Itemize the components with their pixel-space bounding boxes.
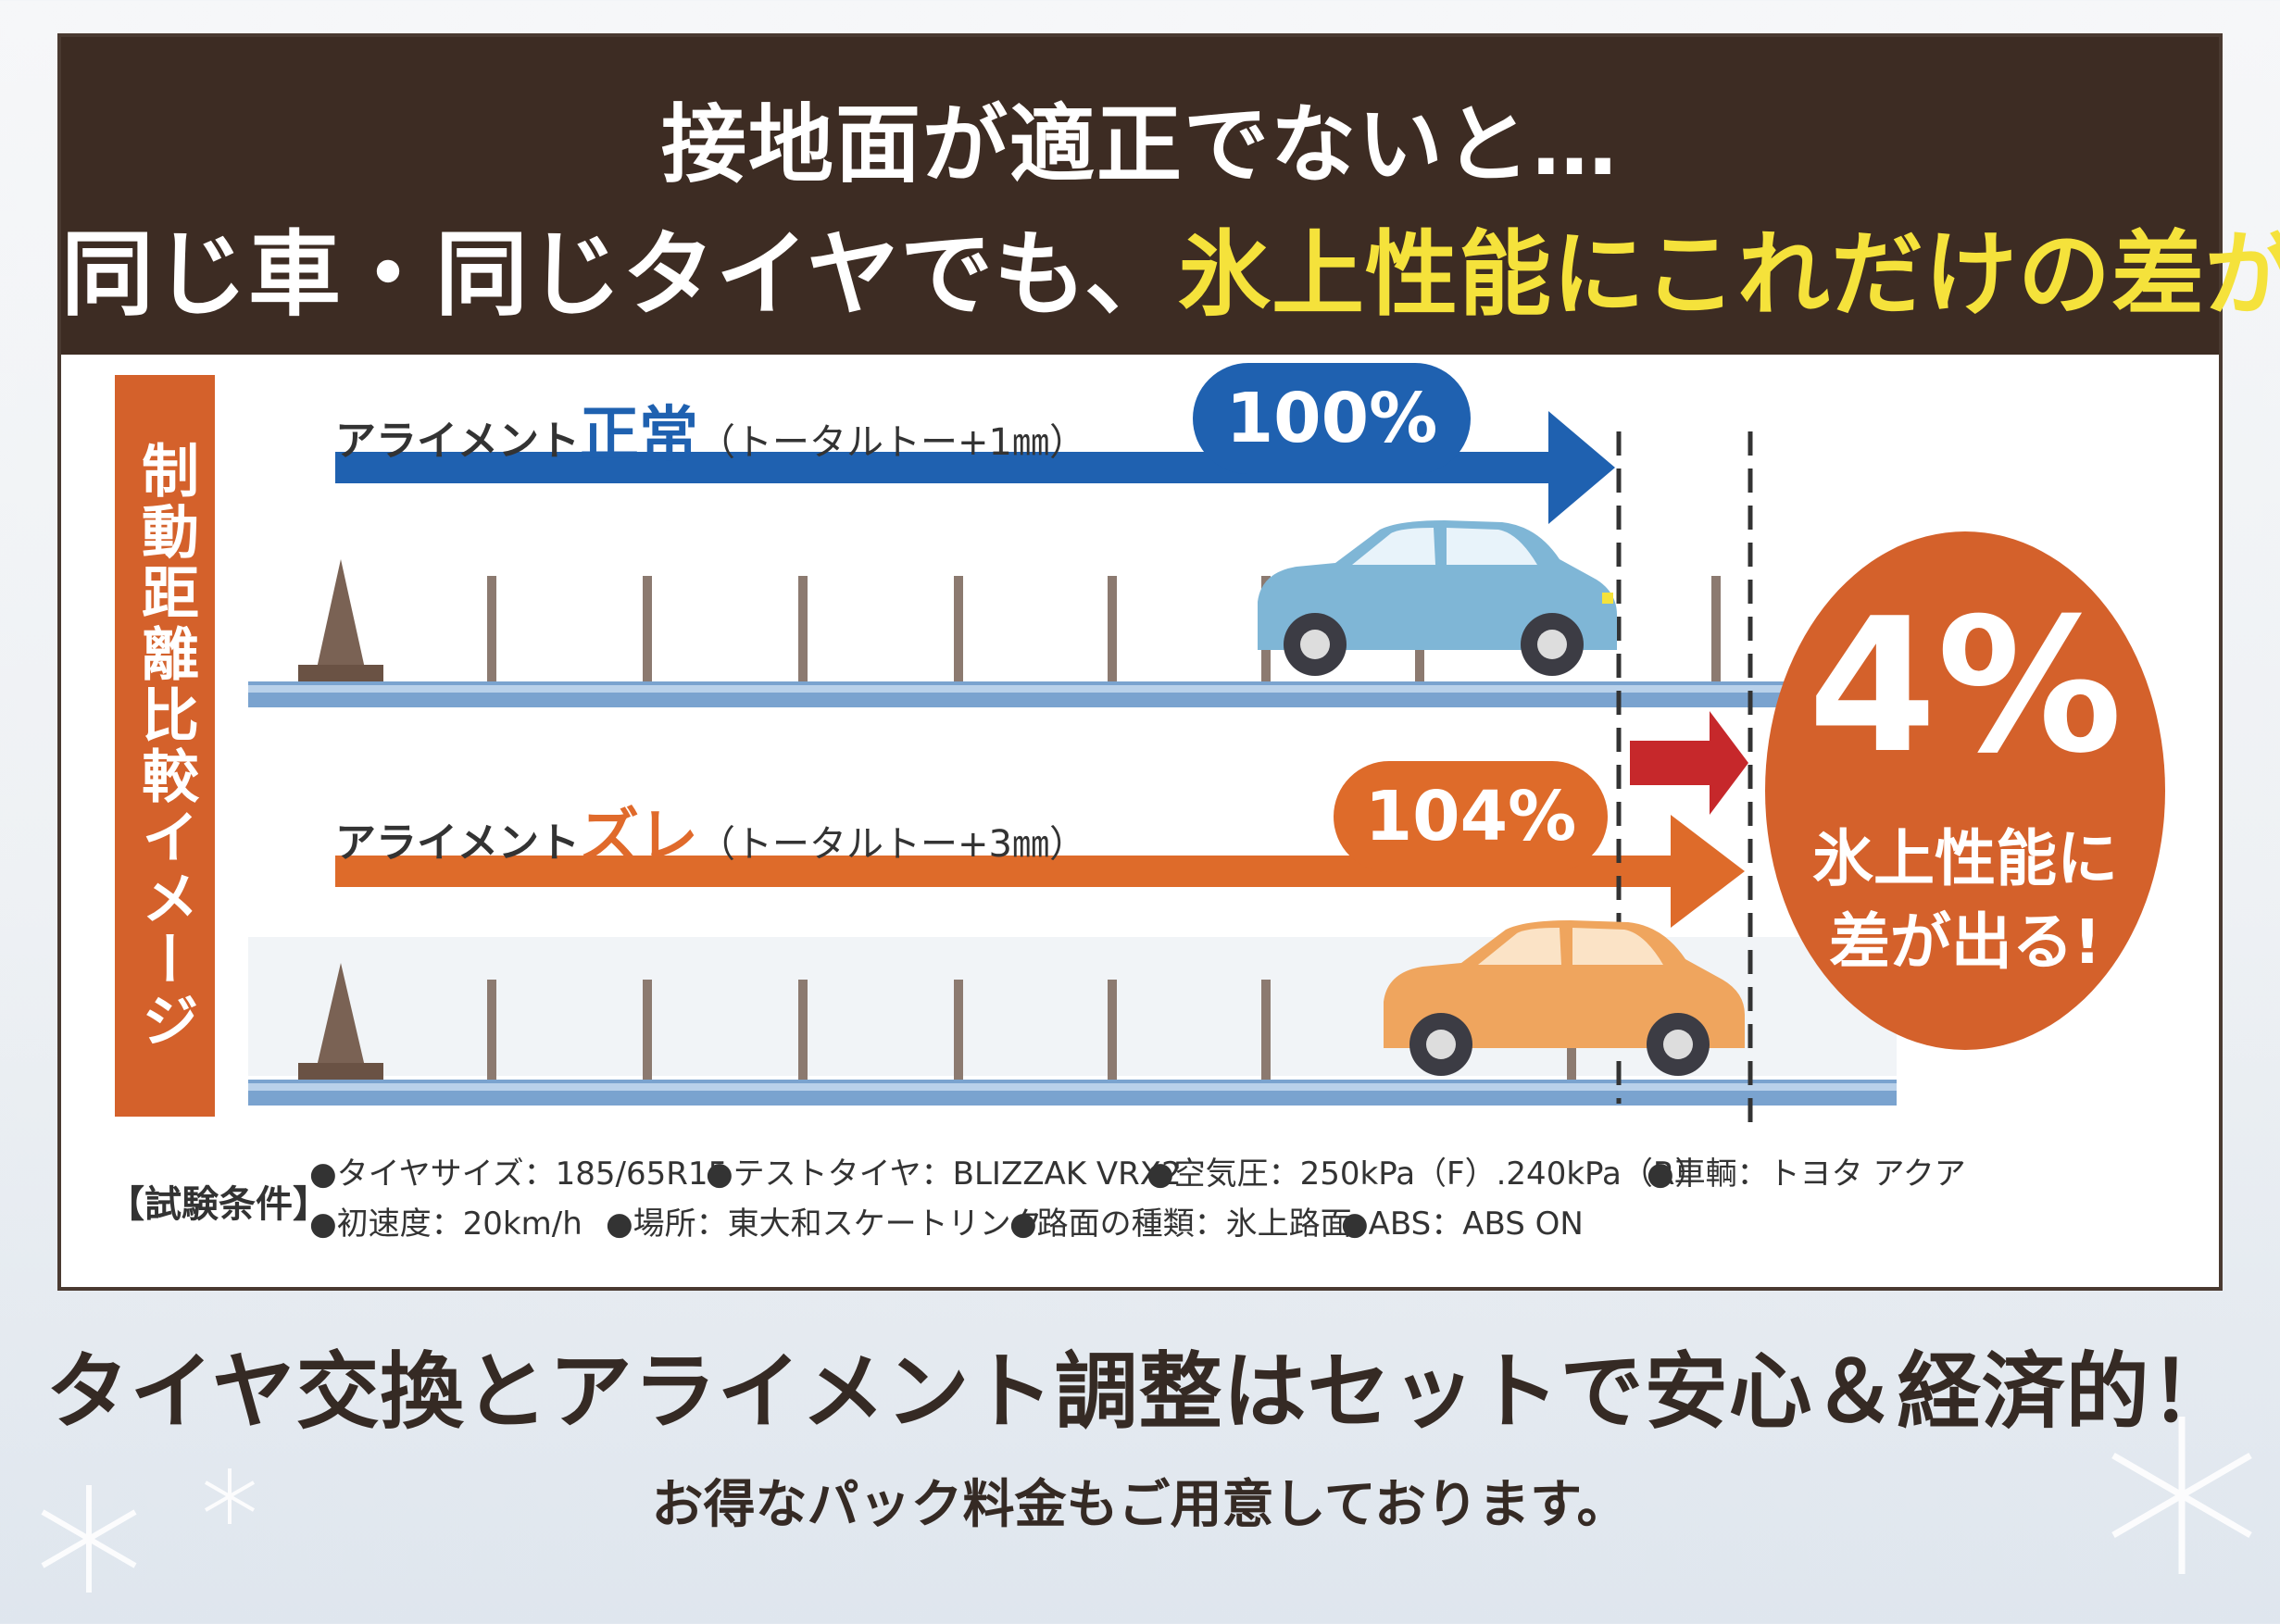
label-shifted: アライメントズレ（トータルトー+3㎜） (335, 789, 1086, 874)
headline-highlight: 氷上性能にこれだけの差が！ (1178, 220, 2280, 329)
headline-line2-part1: 同じ車・同じタイヤでも、 (61, 220, 1178, 329)
car-icon-shifted (1384, 920, 1745, 1076)
headline-line1: 接地面が適正でないと… (660, 95, 1619, 194)
percent-badge-shifted: 104% (1334, 761, 1608, 872)
label-normal-prefix: アライメント (335, 418, 580, 465)
percent-badge-normal: 100% (1193, 363, 1471, 474)
condition-item: ●空気圧：250kPa（F）.240kPa（R） (1146, 1156, 1707, 1193)
condition-item: ●路面の種類：氷上路面 (1009, 1206, 1352, 1243)
side-label: 制動距離比較イメージ (115, 375, 215, 1117)
car-icon-normal (1258, 520, 1617, 676)
conditions-title: 【試験条件】 (107, 1183, 330, 1226)
condition-item: ●ABS：ABS ON (1341, 1206, 1584, 1243)
condition-item: ●初速度：20km/h (309, 1206, 583, 1243)
header-banner: 接地面が適正でないと… 同じ車・同じタイヤでも、氷上性能にこれだけの差が！ (61, 37, 2280, 355)
label-shifted-emphasis: ズレ (580, 803, 698, 871)
condition-item: ●タイヤサイズ：185/65R15 (309, 1156, 729, 1193)
condition-item: ●車輌：トヨタ アクア (1647, 1156, 1966, 1193)
cone-icon-shifted (317, 963, 365, 1067)
arrow-head-normal (1548, 411, 1615, 524)
difference-percent: 4% (1808, 579, 2123, 794)
label-shifted-prefix: アライメント (335, 819, 580, 867)
label-normal: アライメント正常（トータルトー+1㎜） (335, 387, 1086, 472)
subline: お得なパック料金もご用意しております。 (651, 1475, 1629, 1535)
condition-item: ●テストタイヤ：BLIZZAK VRX2 (706, 1156, 1182, 1193)
difference-arrow (1630, 741, 1723, 785)
snowflake-icon-left (41, 1485, 137, 1593)
cone-icon-normal (317, 559, 365, 668)
tagline: タイヤ交換とアライメント調整はセットで安心＆経済的！ (45, 1343, 2235, 1441)
label-normal-emphasis: 正常 (580, 401, 698, 469)
snowflake-icon-right (2111, 1417, 2252, 1574)
difference-badge: 4% 氷上性能に 差が出る! (1765, 531, 2165, 1050)
difference-text-line1: 氷上性能に (1812, 823, 2118, 894)
condition-item: ●場所：東大和スケートリンク (606, 1206, 1043, 1243)
difference-text-line2: 差が出る! (1828, 906, 2102, 978)
snowflake-icon-small (205, 1468, 255, 1524)
arrow-head-shifted (1671, 815, 1745, 928)
label-shifted-detail: （トータルトー+3㎜） (698, 823, 1086, 866)
headline-line2: 同じ車・同じタイヤでも、氷上性能にこれだけの差が！ (61, 199, 2280, 333)
label-normal-detail: （トータルトー+1㎜） (698, 421, 1086, 464)
